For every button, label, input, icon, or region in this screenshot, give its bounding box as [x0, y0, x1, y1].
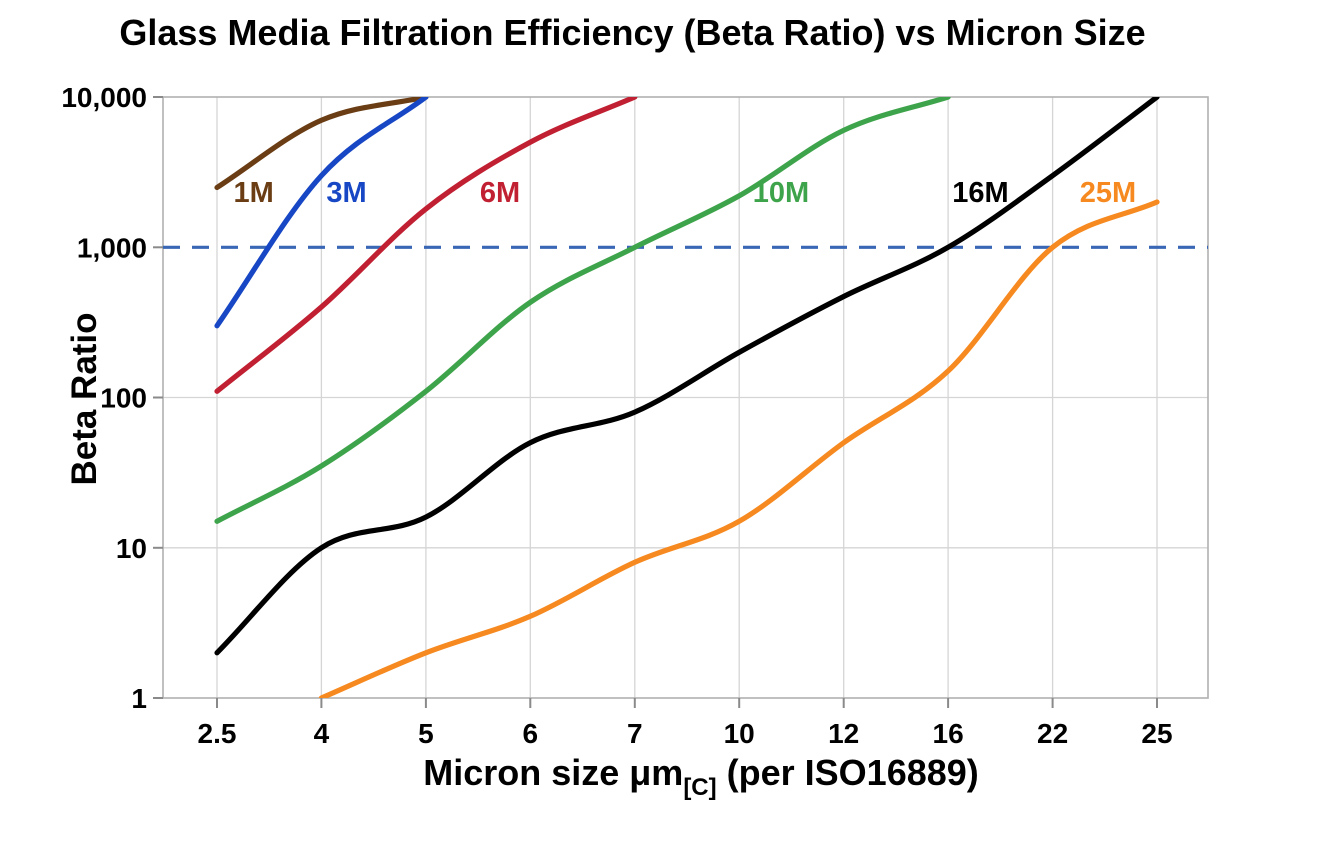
x-tick-label: 5	[418, 718, 434, 749]
x-axis-title-subscript: [C]	[683, 774, 717, 801]
series-curve-16M	[214, 97, 1160, 656]
y-tick-label: 1	[131, 683, 147, 714]
x-tick-label: 6	[523, 718, 539, 749]
gridlines	[163, 97, 1208, 698]
series-label-25M: 25M	[1080, 177, 1136, 209]
series-label-16M: 16M	[952, 177, 1008, 209]
x-tick-label: 10	[724, 718, 755, 749]
series-curve-3M	[214, 97, 429, 329]
x-tick-label: 7	[627, 718, 643, 749]
series-label-1M: 1M	[233, 177, 273, 209]
y-tick-label: 10	[116, 533, 147, 564]
series-label-6M: 6M	[480, 177, 520, 209]
x-tick-label: 12	[828, 718, 859, 749]
chart-title: Glass Media Filtration Efficiency (Beta …	[119, 12, 1146, 53]
x-tick-labels: 2.5 4 5 6 7 10 12 16 22 25	[198, 718, 1173, 749]
series-curve-6M	[214, 97, 638, 394]
y-tick-label: 100	[100, 383, 147, 414]
series-labels: 1M 3M 6M 10M 16M 25M	[233, 177, 1136, 209]
y-tick-label: 10,000	[61, 82, 147, 113]
x-tick-label: 22	[1037, 718, 1068, 749]
series-label-10M: 10M	[753, 177, 809, 209]
x-tick-label: 2.5	[198, 718, 237, 749]
x-axis-title-main: Micron size μm	[423, 752, 684, 793]
x-axis-title-suffix: (per ISO16889)	[716, 752, 979, 793]
series-label-3M: 3M	[326, 177, 366, 209]
series-curves	[214, 97, 1160, 698]
y-tick-label: 1,000	[77, 232, 147, 263]
x-axis-title: Micron size μm[C] (per ISO16889)	[70, 752, 1332, 801]
tick-marks	[153, 96, 1158, 708]
x-tick-label: 16	[933, 718, 964, 749]
series-curve-10M	[214, 97, 951, 524]
x-tick-label: 25	[1141, 718, 1172, 749]
y-axis-title: Beta Ratio	[65, 312, 104, 486]
x-tick-label: 4	[314, 718, 330, 749]
y-tick-labels: 1 10 100 1,000 10,000	[61, 82, 147, 714]
series-curve-1M	[214, 97, 429, 191]
series-curve-25M	[318, 199, 1160, 698]
